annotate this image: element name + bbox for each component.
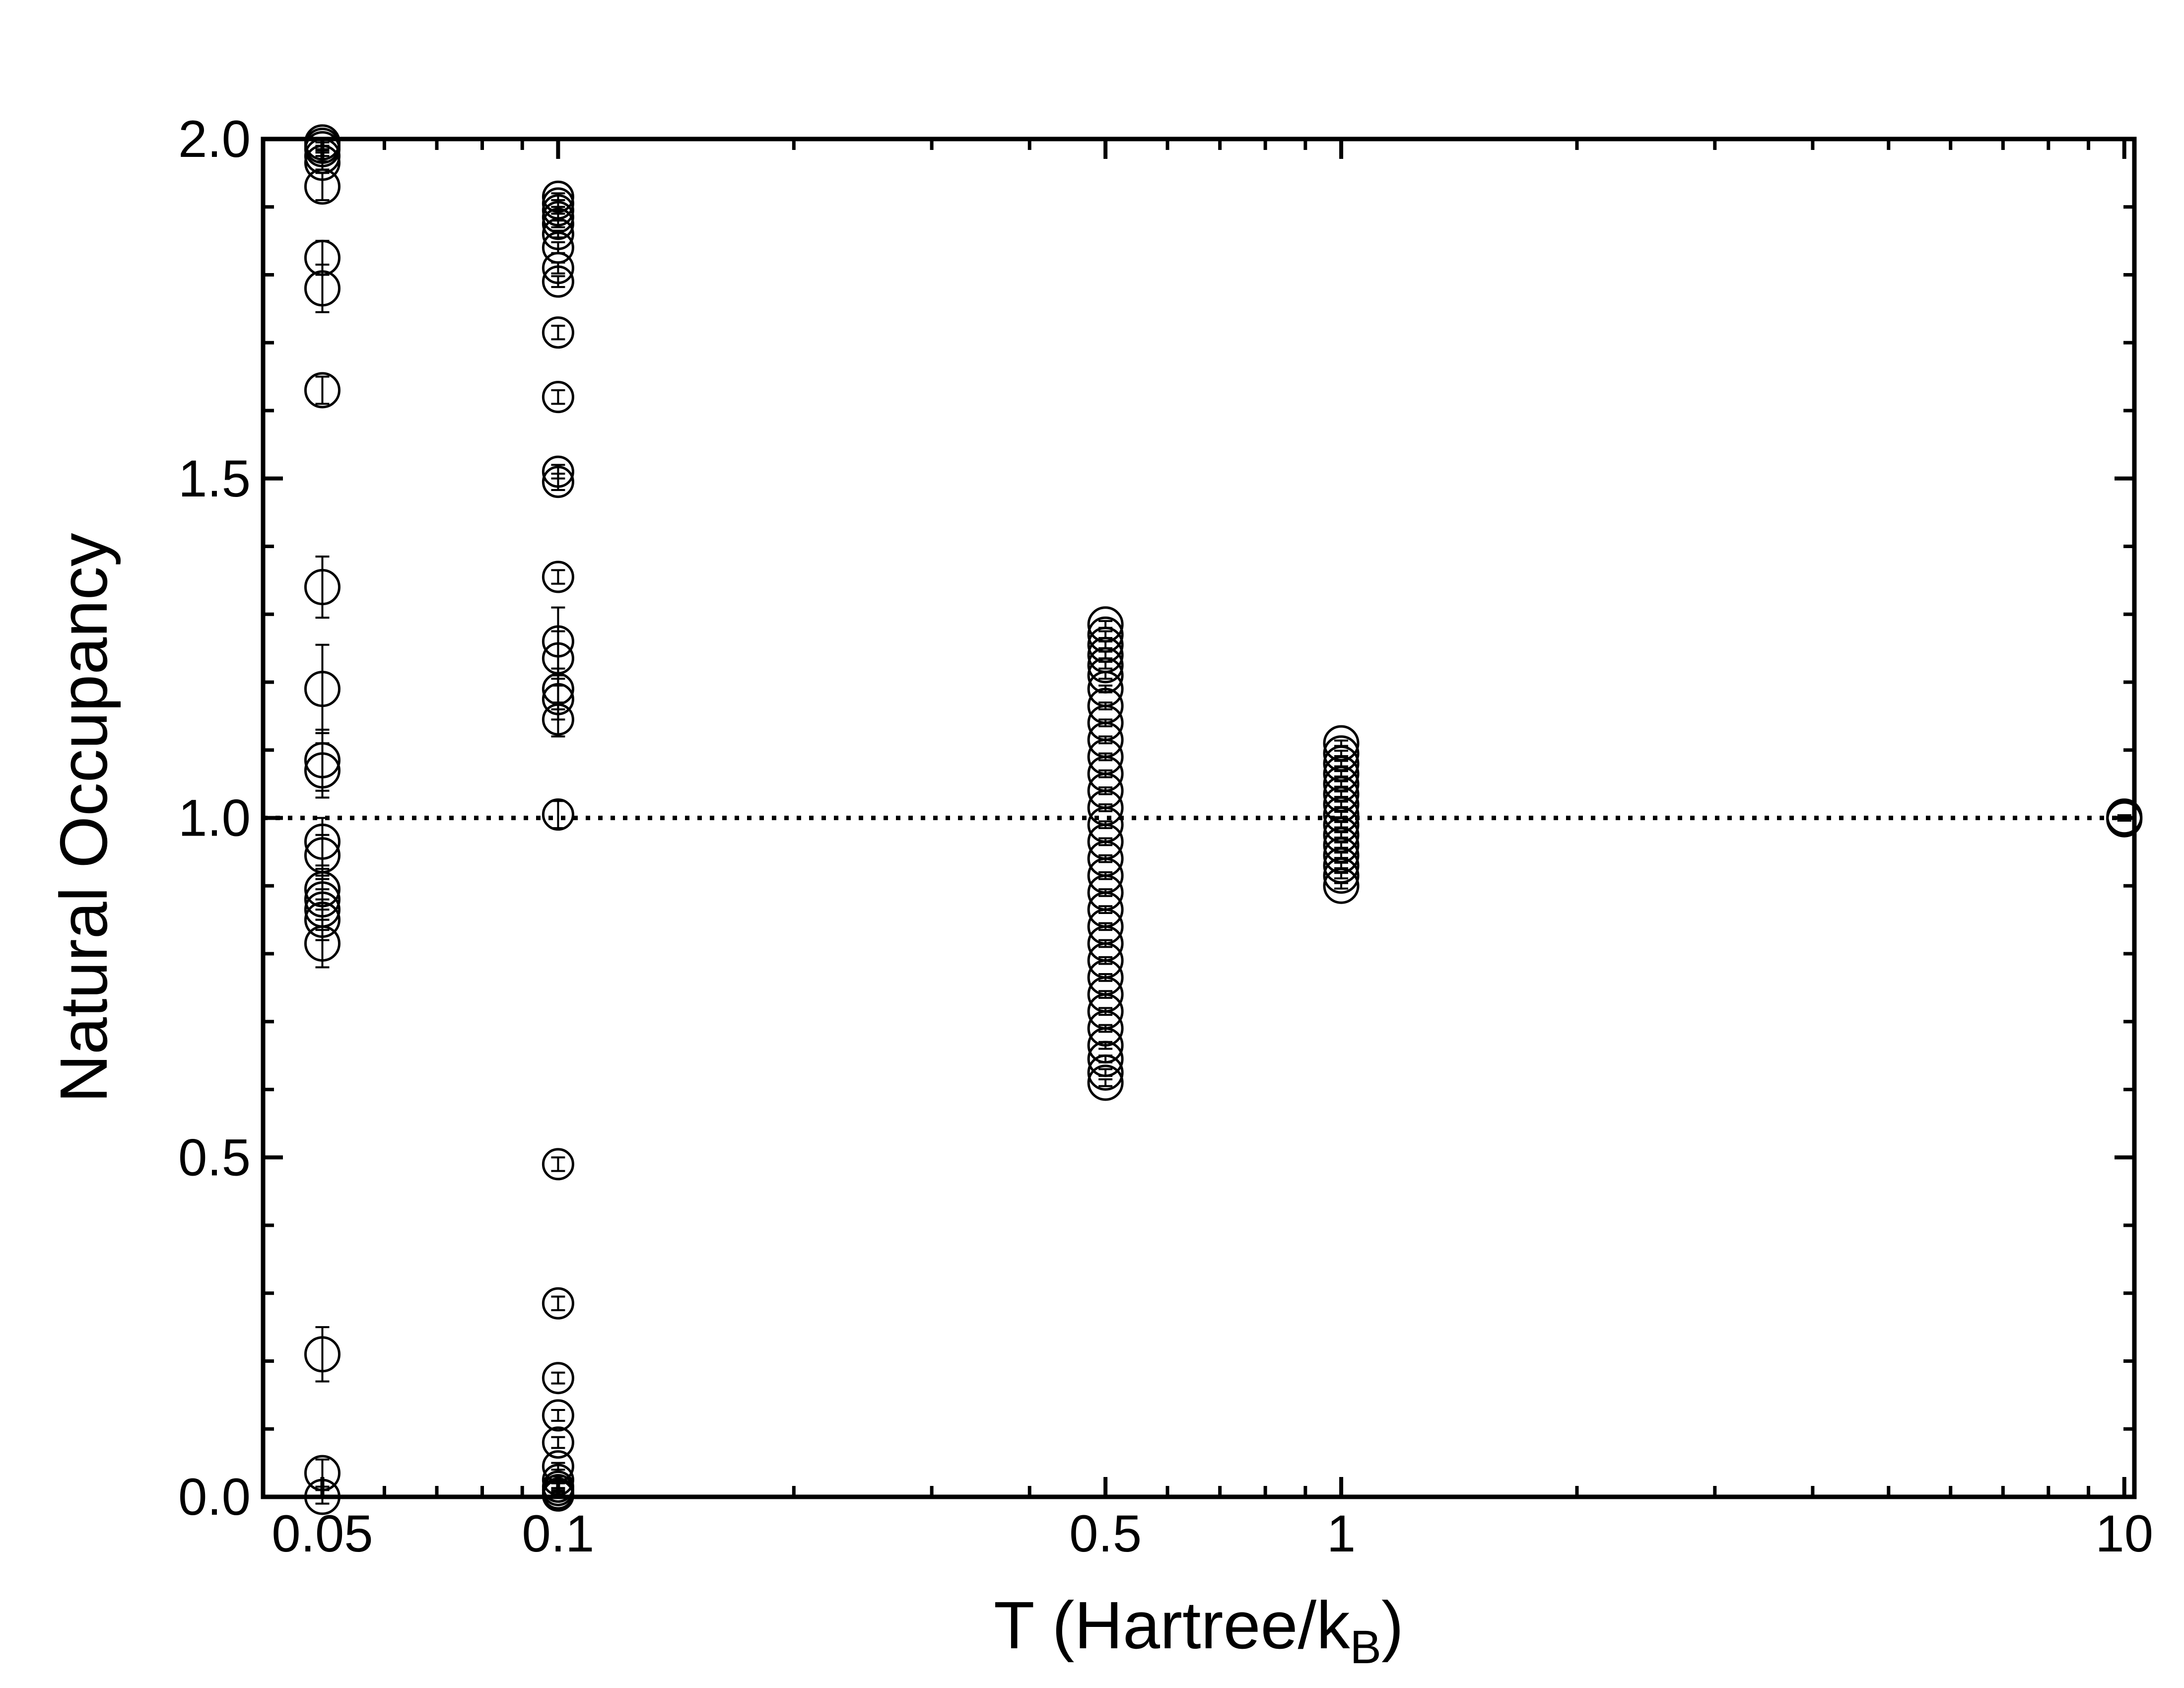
point-marker bbox=[2106, 801, 2143, 838]
point-marker bbox=[542, 466, 574, 498]
x-tick-label: 0.1 bbox=[522, 1505, 594, 1563]
data-point bbox=[1087, 1010, 1124, 1047]
point-marker bbox=[542, 381, 574, 414]
data-point bbox=[1323, 857, 1360, 894]
data-point bbox=[542, 798, 574, 831]
point-marker bbox=[1087, 1064, 1124, 1101]
data-point bbox=[304, 918, 341, 969]
point-marker bbox=[542, 561, 574, 593]
data-point bbox=[542, 265, 574, 298]
data-point bbox=[304, 1326, 341, 1383]
point-marker bbox=[542, 703, 574, 736]
data-point bbox=[304, 556, 341, 619]
y-tick-label: 0.5 bbox=[178, 1128, 251, 1187]
tick-labels: 0.05 0.1 0.5 1 100.00.51.01.52.0 bbox=[178, 110, 2153, 1563]
point-marker bbox=[304, 372, 341, 409]
y-tick-label: 1.0 bbox=[178, 789, 251, 847]
data-point bbox=[304, 168, 341, 205]
point-marker bbox=[1087, 647, 1124, 684]
data-point bbox=[542, 1426, 574, 1459]
point-marker bbox=[542, 798, 574, 831]
x-tick-label: 1 bbox=[1327, 1505, 1356, 1563]
point-marker bbox=[542, 265, 574, 298]
x-tick-label: 10 bbox=[2095, 1505, 2153, 1563]
data-point bbox=[304, 643, 341, 734]
point-marker bbox=[542, 208, 574, 240]
y-tick-label: 2.0 bbox=[178, 110, 251, 168]
point-marker bbox=[304, 1336, 341, 1373]
data-point bbox=[542, 1287, 574, 1320]
x-axis-title-close: ) bbox=[1381, 1588, 1404, 1663]
x-axis-title-subscript: B bbox=[1350, 1621, 1381, 1674]
data-point bbox=[304, 742, 341, 799]
point-marker bbox=[542, 1287, 574, 1320]
point-marker bbox=[542, 316, 574, 349]
point-marker bbox=[542, 1148, 574, 1181]
data-point bbox=[542, 381, 574, 414]
data-point bbox=[542, 1148, 574, 1181]
point-marker bbox=[1323, 857, 1360, 894]
x-axis-title: T (Hartree/kB) bbox=[994, 1588, 1404, 1674]
data-points bbox=[304, 124, 2143, 1515]
data-point bbox=[304, 263, 341, 313]
data-point bbox=[542, 1362, 574, 1395]
point-marker bbox=[304, 671, 341, 707]
data-point bbox=[1087, 1054, 1124, 1091]
point-marker bbox=[304, 925, 341, 962]
data-point bbox=[542, 316, 574, 349]
data-point bbox=[2106, 801, 2143, 838]
point-marker bbox=[1323, 867, 1360, 904]
point-marker bbox=[304, 168, 341, 205]
point-marker bbox=[304, 752, 341, 789]
point-marker bbox=[304, 270, 341, 307]
data-point bbox=[542, 561, 574, 593]
y-tick-label: 1.5 bbox=[178, 450, 251, 508]
point-marker bbox=[304, 569, 341, 606]
data-point bbox=[1087, 1064, 1124, 1101]
data-point bbox=[304, 372, 341, 409]
point-marker bbox=[542, 1426, 574, 1459]
y-axis-title: Natural Occupancy bbox=[46, 533, 121, 1103]
y-tick-label: 0.0 bbox=[178, 1468, 251, 1526]
data-point bbox=[542, 702, 574, 738]
x-tick-label: 0.5 bbox=[1069, 1505, 1142, 1563]
point-marker bbox=[542, 1362, 574, 1395]
point-marker bbox=[1087, 1054, 1124, 1091]
data-point bbox=[542, 1399, 574, 1432]
plot-frame bbox=[261, 137, 2137, 1499]
data-point bbox=[1087, 647, 1124, 684]
point-marker bbox=[542, 1399, 574, 1432]
data-point bbox=[1323, 867, 1360, 904]
data-point bbox=[542, 466, 574, 498]
x-axis-title-main: T (Hartree/k bbox=[994, 1588, 1350, 1663]
